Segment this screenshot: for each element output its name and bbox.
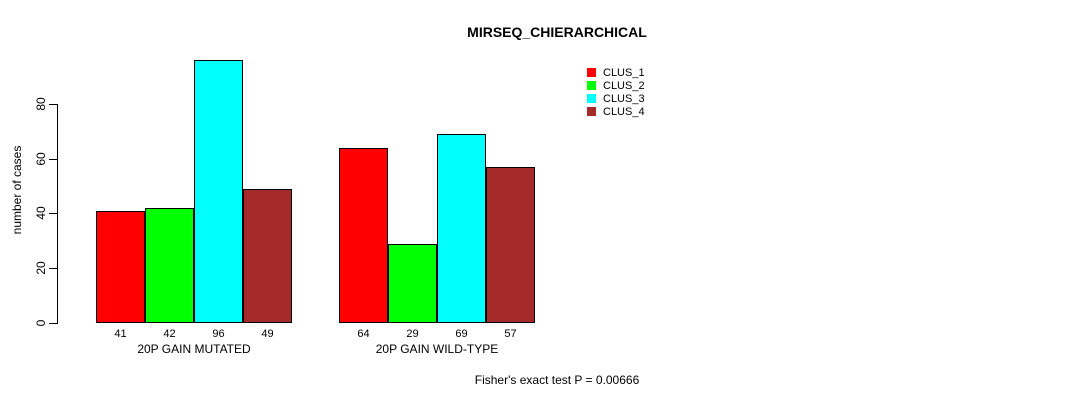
y-tick-mark: [49, 213, 57, 215]
bar-value-label: 42: [163, 328, 176, 340]
y-axis-label: number of cases: [10, 145, 24, 235]
y-tick-label: 20: [34, 261, 48, 275]
y-tick-mark: [49, 103, 57, 105]
legend-label: CLUS_1: [603, 66, 645, 79]
legend-item-clus_1: CLUS_1: [587, 66, 645, 79]
y-tick-label: 0: [34, 319, 48, 327]
bar-clus_1-group1: [96, 210, 145, 323]
legend-label: CLUS_3: [603, 92, 645, 105]
chart-title: MIRSEQ_CHIERARCHICAL: [467, 24, 647, 40]
bar-clus_3-group1: [194, 59, 243, 323]
bar-value-label: 29: [406, 328, 419, 340]
y-tick-mark: [49, 158, 57, 160]
bar-value-label: 64: [357, 328, 370, 340]
legend-swatch-clus_4: [587, 107, 596, 116]
bar-clus_1-group2: [339, 147, 388, 323]
legend-swatch-clus_1: [587, 68, 596, 77]
y-tick-label: 40: [34, 206, 48, 221]
bar-value-label: 41: [114, 328, 127, 340]
bar-value-label: 69: [455, 328, 468, 340]
legend-swatch-clus_3: [587, 94, 596, 103]
y-tick-label: 80: [34, 97, 48, 111]
bar-value-label: 49: [261, 328, 274, 340]
x-axis-category-label: 20P GAIN MUTATED: [137, 342, 251, 356]
y-axis-line: [57, 103, 58, 324]
bar-clus_2-group2: [388, 243, 437, 323]
bar-clus_4-group1: [243, 188, 292, 323]
y-tick-mark: [49, 268, 57, 270]
bar-clus_2-group1: [145, 207, 194, 323]
bar-clus_3-group2: [437, 133, 486, 323]
bar-value-label: 96: [212, 328, 225, 340]
legend-item-clus_4: CLUS_4: [587, 105, 645, 118]
bar-clus_4-group2: [486, 166, 535, 323]
legend-item-clus_3: CLUS_3: [587, 92, 645, 105]
y-tick-label: 60: [34, 151, 48, 166]
legend-label: CLUS_2: [603, 79, 645, 92]
y-tick-mark: [49, 323, 57, 324]
legend-swatch-clus_2: [587, 81, 596, 90]
legend: CLUS_1 CLUS_2 CLUS_3 CLUS_4: [587, 66, 645, 118]
legend-item-clus_2: CLUS_2: [587, 79, 645, 92]
annotation-text: Fisher's exact test P = 0.00666: [474, 373, 640, 387]
bar-value-label: 57: [504, 328, 517, 340]
x-axis-category-label: 20P GAIN WILD-TYPE: [375, 342, 499, 356]
legend-label: CLUS_4: [603, 105, 645, 118]
